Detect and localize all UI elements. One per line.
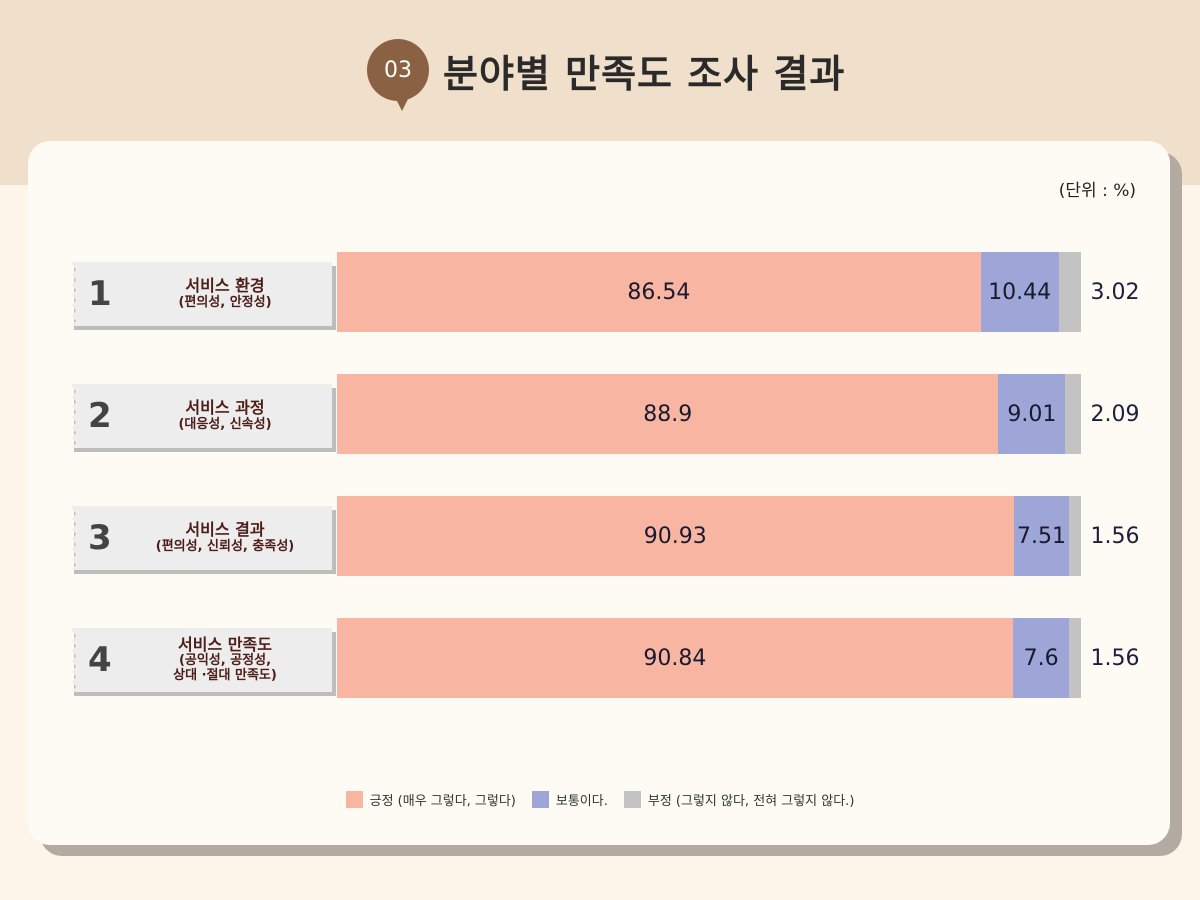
category-ribbon — [72, 506, 332, 570]
legend-swatch-negative — [623, 791, 641, 808]
bar-segment-negative — [1069, 496, 1081, 576]
legend-swatch-neutral — [531, 791, 549, 808]
category-title: 서비스 결과 — [185, 520, 265, 540]
category-subtitle: (공익성, 공정성, — [178, 653, 272, 669]
bar-segment-neutral: 7.51 — [1013, 496, 1070, 576]
legend: 긍정 (매우 그렇다, 그렇다) 보통이다. 부정 (그렇지 않다, 전혀 그렇… — [0, 790, 1200, 809]
data-label: 88.9 — [643, 401, 693, 427]
data-label-negative: 1.56 — [1090, 523, 1140, 549]
bar-segment-negative — [1058, 252, 1081, 332]
bar-segment-neutral: 9.01 — [998, 374, 1066, 454]
page-title: 분야별 만족도 조사 결과 — [443, 51, 846, 96]
category-ribbon — [72, 262, 332, 326]
legend-label-positive: 긍정 (매우 그렇다, 그렇다) — [369, 794, 516, 809]
data-label: 7.51 — [1016, 523, 1066, 549]
bar-segment-positive: 90.93 — [337, 496, 1014, 576]
bar-segment-positive: 90.84 — [337, 618, 1013, 698]
chart-card — [28, 141, 1170, 845]
category-title: 서비스 환경 — [185, 276, 265, 296]
category-number: 3 — [88, 518, 112, 558]
category-number: 2 — [88, 396, 112, 436]
bar-segment-neutral: 10.44 — [980, 252, 1059, 332]
bar-segment-negative — [1065, 374, 1081, 454]
data-label: 9.01 — [1007, 401, 1057, 427]
category-ribbon — [72, 384, 332, 448]
category-number: 1 — [88, 274, 112, 314]
category-label: 서비스 과정 (대응성, 신속성) — [120, 384, 330, 448]
data-label-negative: 3.02 — [1090, 279, 1140, 305]
legend-label-neutral: 보통이다. — [555, 794, 608, 809]
category-number: 4 — [88, 640, 112, 680]
category-ribbon — [72, 628, 332, 692]
category-label: 서비스 만족도 (공익성, 공정성, 상대 ·절대 만족도) — [120, 628, 330, 692]
category-subtitle: 상대 ·절대 만족도) — [173, 668, 277, 684]
chart-row: 1 서비스 환경 (편의성, 안정성) 86.54 10.44 3.02 — [0, 252, 1200, 332]
category-subtitle: (편의성, 신뢰성, 충족성) — [155, 538, 295, 554]
data-label-negative: 1.56 — [1090, 645, 1140, 671]
category-subtitle: (편의성, 안정성) — [178, 294, 272, 310]
data-label: 86.54 — [627, 279, 691, 305]
data-label-negative: 2.09 — [1090, 401, 1140, 427]
chart-row: 4 서비스 만족도 (공익성, 공정성, 상대 ·절대 만족도) 90.84 7.6 1.5… — [0, 618, 1200, 698]
legend-swatch-positive — [345, 791, 363, 808]
category-label: 서비스 결과 (편의성, 신뢰성, 충족성) — [120, 506, 330, 570]
section-number-badge: 03 — [367, 39, 429, 111]
page-header: 03 분야별 만족도 조사 결과 — [367, 38, 846, 111]
data-label: 90.84 — [643, 645, 707, 671]
chart-row: 2 서비스 과정 (대응성, 신속성) 88.9 9.01 2.09 — [0, 374, 1200, 454]
bar-segment-negative — [1069, 618, 1081, 698]
legend-label-negative: 부정 (그렇지 않다, 전혀 그렇지 않다.) — [647, 794, 855, 809]
bar-segment-neutral: 7.6 — [1012, 618, 1070, 698]
legend-item-negative: 부정 (그렇지 않다, 전혀 그렇지 않다.) — [623, 790, 855, 809]
data-label: 90.93 — [643, 523, 707, 549]
legend-item-neutral: 보통이다. — [531, 790, 608, 809]
category-title: 서비스 과정 — [185, 398, 265, 418]
data-label: 10.44 — [988, 279, 1052, 305]
category-label: 서비스 환경 (편의성, 안정성) — [120, 262, 330, 326]
category-title: 서비스 만족도 — [178, 634, 272, 654]
chart-row: 3 서비스 결과 (편의성, 신뢰성, 충족성) 90.93 7.51 1.56 — [0, 496, 1200, 576]
unit-label: (단위 : %) — [1058, 181, 1136, 201]
data-label: 7.6 — [1023, 645, 1059, 671]
category-subtitle: (대응성, 신속성) — [178, 416, 272, 432]
legend-item-positive: 긍정 (매우 그렇다, 그렇다) — [345, 790, 516, 809]
bar-segment-positive: 86.54 — [337, 252, 981, 332]
bar-segment-positive: 88.9 — [337, 374, 999, 454]
